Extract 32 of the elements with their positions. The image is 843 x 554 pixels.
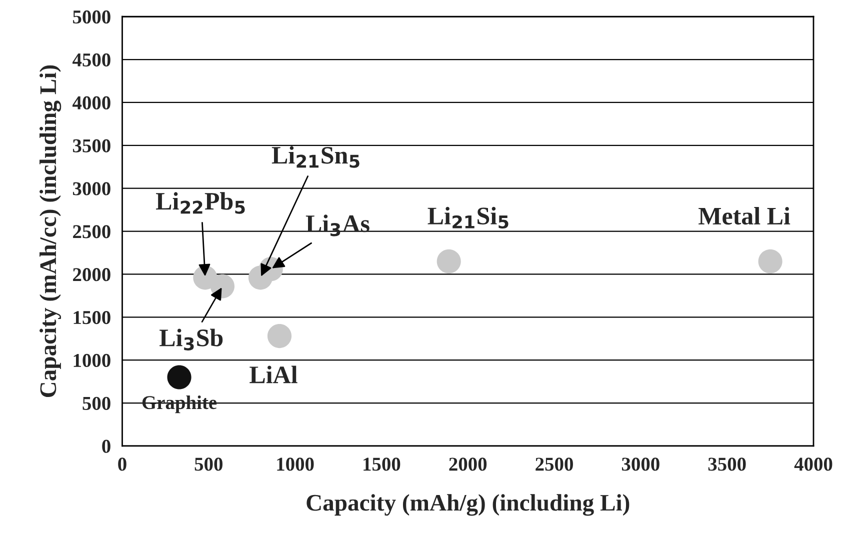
x-axis-title: Capacity (mAh/g) (including Li) [306, 494, 630, 516]
x-tick-label: 1500 [364, 458, 400, 471]
point [267, 324, 292, 348]
y-tick-label: 3000 [72, 182, 110, 196]
point [758, 249, 782, 274]
x-tick-label: 1000 [277, 458, 314, 471]
x-tick-label: 0 [118, 458, 126, 471]
x-tick-label: 4000 [794, 458, 832, 471]
annotation: Li$_{3}$Sb [160, 328, 223, 350]
annotation: Li$_{21}$Sn$_{5}$ [272, 146, 360, 168]
x-tick-label: 2500 [536, 458, 573, 471]
annotation: Metal Li [698, 207, 790, 225]
x-tick-label: 3000 [622, 458, 660, 471]
annotation: LiAl [250, 366, 298, 384]
annotation: Li$_{22}$Pb$_{5}$ [156, 192, 245, 214]
y-tick-label: 1500 [74, 310, 110, 324]
y-tick-label: 0 [102, 440, 110, 453]
x-tick-label: 3500 [708, 458, 746, 471]
y-tick-label: 5000 [73, 10, 110, 24]
y-tick-label: 2000 [73, 268, 110, 282]
x-tick-label: 500 [194, 458, 222, 471]
y-tick-label: 1000 [74, 354, 110, 368]
point [436, 249, 461, 274]
annotation: Li$_{21}$Si$_{5}$ [428, 206, 508, 229]
y-tick-label: 500 [82, 396, 110, 410]
y-axis-title: Capacity (mAh/cc) (including Li) [40, 65, 62, 398]
y-tick-label: 4000 [72, 96, 110, 110]
y-tick-label: 3500 [72, 139, 110, 152]
point [167, 365, 192, 390]
x-tick-label: 2000 [449, 458, 487, 471]
y-tick-label: 2500 [73, 225, 110, 238]
y-tick-label: 4500 [72, 53, 110, 66]
